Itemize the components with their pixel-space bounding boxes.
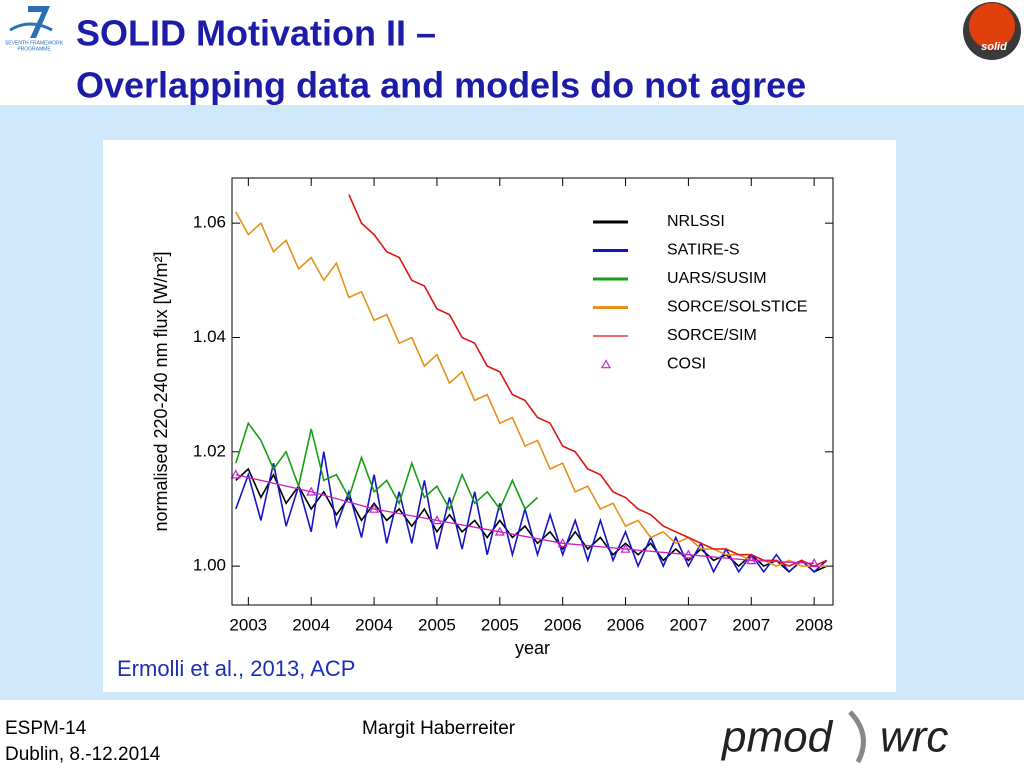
legend-label: NRLSSI bbox=[667, 213, 725, 230]
series-marker bbox=[494, 526, 505, 536]
series-line bbox=[235, 474, 815, 564]
logo-text: pmod bbox=[720, 713, 834, 762]
series-marker bbox=[306, 486, 317, 496]
logo-text: wrc bbox=[880, 713, 948, 762]
x-tick-label: 2008 bbox=[795, 615, 833, 634]
x-tick-label: 2004 bbox=[292, 615, 330, 634]
legend-marker bbox=[600, 359, 612, 369]
series-marker bbox=[746, 555, 757, 565]
legend-label: UARS/SUSIM bbox=[667, 270, 767, 287]
legend-label: SATIRE-S bbox=[667, 242, 740, 259]
x-tick-label: 2006 bbox=[544, 615, 582, 634]
x-tick-label: 2007 bbox=[732, 615, 770, 634]
y-tick-label: 1.02 bbox=[193, 441, 226, 460]
series-marker bbox=[809, 558, 820, 568]
footer-left: Dublin, 8.-12.2014 bbox=[5, 744, 161, 765]
x-tick-label: 2006 bbox=[607, 615, 645, 634]
series-marker bbox=[683, 549, 694, 559]
legend-label: SORCE/SOLSTICE bbox=[667, 299, 807, 316]
x-tick-label: 2007 bbox=[669, 615, 707, 634]
series-marker bbox=[369, 503, 380, 513]
legend-label: SORCE/SIM bbox=[667, 327, 757, 344]
fp7-text: SEVENTH FRAMEWORK bbox=[5, 40, 64, 46]
fp7-logo: SEVENTH FRAMEWORK PROGRAMME bbox=[5, 6, 64, 52]
x-tick-label: 2005 bbox=[418, 615, 456, 634]
logo-swoosh bbox=[848, 710, 866, 764]
series-line bbox=[348, 194, 828, 567]
x-tick-label: 2003 bbox=[229, 615, 267, 634]
y-tick-label: 1.04 bbox=[193, 327, 226, 346]
fp7-seven bbox=[28, 6, 50, 38]
fp7-arc bbox=[9, 22, 53, 32]
x-tick-label: 2004 bbox=[355, 615, 393, 634]
solid-logo: solid bbox=[963, 2, 1021, 60]
title-line: Overlapping data and models do not agree bbox=[76, 65, 806, 106]
series-marker bbox=[230, 469, 241, 479]
footer-center: Margit Haberreiter bbox=[362, 718, 516, 739]
plot-frame bbox=[231, 177, 834, 606]
logo-sun bbox=[969, 3, 1015, 49]
citation: Ermolli et al., 2013, ACP bbox=[117, 656, 355, 681]
y-tick-label: 1.06 bbox=[193, 213, 226, 232]
logo-text: solid bbox=[981, 41, 1007, 53]
title-line: SOLID Motivation II – bbox=[76, 13, 436, 54]
x-axis-label: year bbox=[515, 638, 550, 658]
series-line bbox=[235, 421, 539, 511]
series-line bbox=[235, 451, 828, 574]
footer-left: ESPM-14 bbox=[5, 718, 87, 739]
pmod-logo: pmod wrc bbox=[720, 710, 948, 764]
series-marker bbox=[431, 515, 442, 525]
y-axis-label: normalised 220-240 nm flux [W/m²] bbox=[151, 251, 171, 531]
series-line bbox=[235, 211, 827, 567]
series-marker bbox=[557, 538, 568, 548]
series-marker bbox=[620, 543, 631, 553]
x-tick-label: 2005 bbox=[481, 615, 519, 634]
legend-label: COSI bbox=[667, 356, 706, 373]
plot: 2003 2004 2004 2005 2005 2006 2006 2007 2007 2008… bbox=[151, 177, 834, 658]
y-tick-label: 1.00 bbox=[193, 556, 226, 575]
fp7-text: PROGRAMME bbox=[17, 46, 51, 52]
